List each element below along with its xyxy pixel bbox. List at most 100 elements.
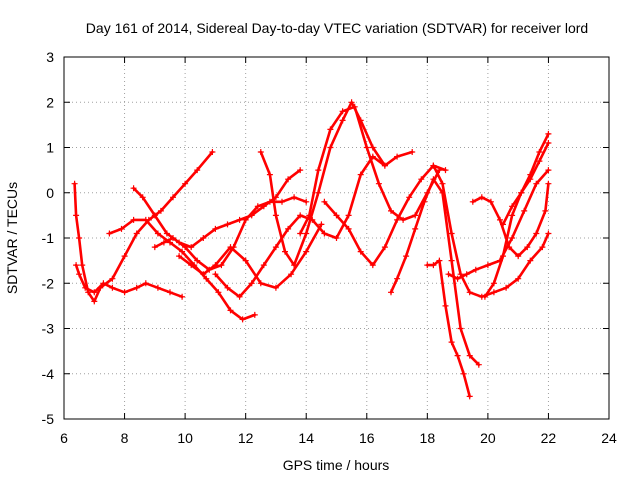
data-point [315,167,322,174]
data-point [151,212,158,219]
data-point [430,162,437,169]
data-point [279,198,285,205]
series-sat-o [469,180,552,260]
data-point [200,235,207,241]
data-point [481,293,488,300]
data-point [409,149,416,155]
data-point [251,311,258,318]
series-trace [323,164,447,267]
data-point [466,289,473,296]
x-tick-label: 8 [121,430,129,446]
data-point [133,284,140,291]
data-point [188,244,195,251]
data-point [466,393,473,400]
data-point [536,158,543,165]
series-layer [71,99,552,400]
data-point [266,171,273,178]
data-point [239,316,246,323]
data-point [109,275,116,282]
data-point [400,216,407,223]
series-trace [447,168,550,280]
data-point [527,171,534,178]
data-point [224,284,231,291]
x-tick-labels: 6 8 10 12 14 16 18 20 22 24 [60,430,617,446]
data-point [200,271,207,278]
series-sat-n [445,167,552,282]
data-point [212,262,219,269]
data-point [297,212,304,219]
data-point [327,126,334,133]
data-point [457,325,464,332]
data-point [545,167,552,174]
data-point [327,144,334,151]
x-tick-label: 10 [177,430,193,446]
data-point [154,284,161,291]
data-point [254,203,261,210]
data-point [454,275,461,282]
series-trace [214,155,387,299]
data-point [472,266,479,273]
series-trace [73,150,214,303]
series-sat-g [212,153,388,300]
data-point [236,293,243,300]
data-point [542,207,549,214]
y-tick-label: 0 [46,185,54,201]
data-point [442,302,449,309]
data-point [139,194,146,201]
data-point [357,248,364,255]
data-point [212,271,219,278]
data-point [460,370,467,377]
data-point [442,167,449,174]
data-point [182,180,189,187]
data-point [478,194,485,201]
data-point [71,180,78,187]
data-point [242,216,249,223]
data-point [533,230,540,237]
data-point [106,230,113,237]
data-point [345,225,352,232]
series-sat-h [257,99,416,269]
data-point [333,212,340,219]
data-point [272,212,279,219]
data-point [236,216,243,223]
data-point [257,149,264,155]
data-point [348,99,355,106]
y-tick-label: -1 [42,230,55,246]
data-point [369,144,376,151]
x-tick-label: 24 [601,430,617,446]
data-point [297,167,304,174]
data-point [163,230,170,237]
y-tick-label: 2 [46,94,54,110]
data-point [403,253,410,260]
data-point [381,244,388,251]
data-point [509,212,516,219]
data-point [375,180,382,187]
data-point [272,244,279,251]
data-point [539,244,546,251]
data-point [448,339,455,346]
x-tick-label: 6 [60,430,68,446]
data-point [188,262,195,269]
data-point [224,221,231,228]
data-point [509,203,516,210]
data-point [182,244,189,251]
series-sat-f [176,221,325,291]
data-point [170,194,176,201]
data-point [227,307,234,314]
x-tick-label: 22 [541,430,557,446]
data-point [421,198,428,205]
x-tick-label: 18 [420,430,436,446]
data-point [303,230,310,237]
data-point [351,103,358,110]
data-point [91,298,98,305]
data-point [524,244,531,251]
data-point [394,153,401,160]
data-point [76,235,83,241]
data-point [500,221,506,228]
data-point [363,144,370,151]
data-point [394,216,401,223]
data-point [388,207,394,214]
y-axis-label: SDTVAR / TECUs [4,182,20,294]
data-point [333,235,340,241]
